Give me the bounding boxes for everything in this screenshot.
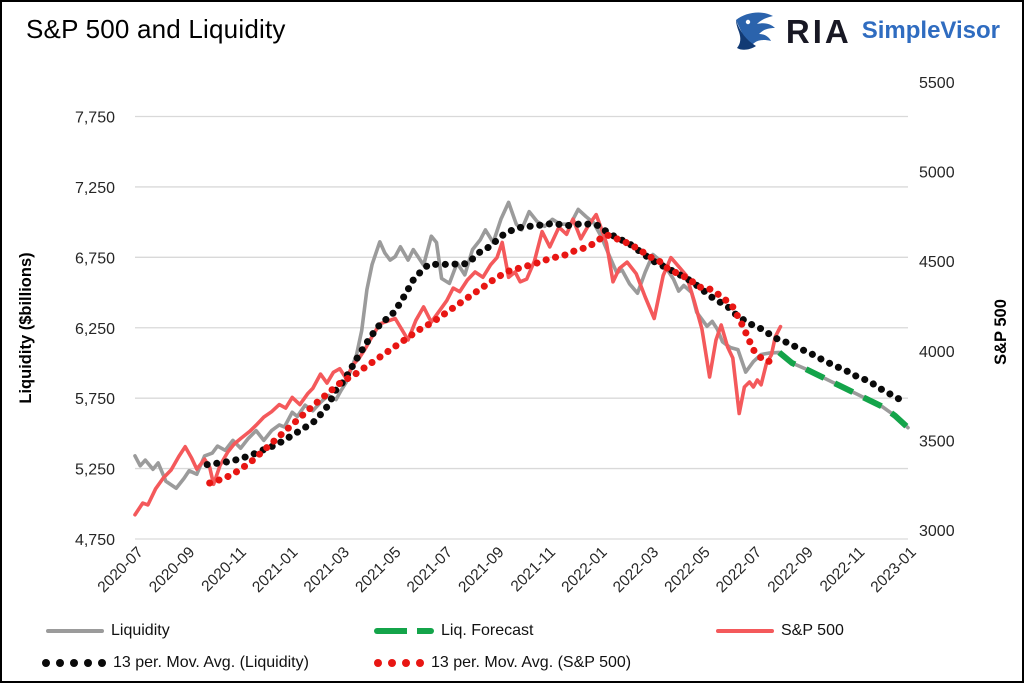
x-tick-label: 2021-09 [455,544,507,596]
x-tick-label: 2020-11 [198,544,249,595]
logo-product-text: SimpleVisor [861,17,1000,44]
legend-dot [98,659,106,667]
series-13-per-mov-avg-s-p-500 [206,231,775,487]
y-left-tick-label: 7,750 [75,110,115,127]
legend-label-liquidity: Liquidity [111,622,170,639]
y-right-tick-label: 5000 [919,165,955,182]
legend-label-ma-liquidity: 13 per. Mov. Avg. (Liquidity) [113,654,309,671]
forecast-dash-swatch [374,628,434,634]
y-right-tick-label: 4500 [919,254,955,271]
legend-item-sp500: S&P 500 [716,618,844,644]
legend-dot [70,659,78,667]
x-tick-label: 2020-09 [146,544,198,596]
y-right-tick-label: 4000 [919,344,955,361]
y-right-tick-label: 5500 [919,75,955,92]
logo-brand-text: RIA [785,12,852,50]
legend-item-ma-sp500: 13 per. Mov. Avg. (S&P 500) [374,650,631,676]
ma-sp500-dots-swatch [374,659,424,667]
x-tick-label: 2021-11 [508,544,559,595]
series-liquidity [133,200,910,491]
sp500-line-swatch [716,629,774,633]
x-tick-label: 2022-07 [713,544,765,596]
ria-simplevisor-logo: RIA SimpleVisor [732,10,1000,52]
right-axis-title: S&P 500 [992,299,1010,365]
series-s-p-500 [133,212,783,517]
series-13-per-mov-avg-liquidity [203,220,909,469]
ma-liquidity-dots-swatch [42,659,106,667]
x-tick-label: 2021-05 [352,544,404,596]
legend-item-ma-liquidity: 13 per. Mov. Avg. (Liquidity) [42,650,309,676]
legend-label-sp500: S&P 500 [781,622,844,639]
y-right-tick-label: 3500 [919,433,955,450]
legend-label-ma-sp500: 13 per. Mov. Avg. (S&P 500) [431,654,632,671]
legend-dot [56,659,64,667]
y-left-tick-label: 5,250 [75,462,115,479]
legend-row-1: Liquidity Liq. Forecast S&P 500 [2,618,1022,644]
legend-dot [388,659,396,667]
y-left-tick-label: 5,750 [75,391,115,408]
x-tick-label: 2020-07 [95,544,147,596]
liquidity-line-swatch [46,629,104,633]
ria-eagle-icon [732,10,780,52]
x-tick-label: 2022-05 [661,544,713,596]
left-axis-title: Liquidity ($billions) [17,252,35,403]
chart-title: S&P 500 and Liquidity [26,14,286,44]
y-left-tick-label: 7,250 [75,180,115,197]
x-tick-label: 2022-03 [610,544,662,596]
x-tick-label: 2023-01 [868,544,920,596]
legend-row-2: 13 per. Mov. Avg. (Liquidity) 13 per. Mo… [2,650,1022,676]
legend-dot [402,659,410,667]
legend-dot [416,659,424,667]
x-tick-label: 2021-03 [301,544,353,596]
x-tick-label: 2021-07 [404,544,456,596]
y-right-tick-label: 3000 [919,523,955,540]
series-liq-forecast [777,350,911,430]
x-tick-label: 2021-01 [249,544,301,596]
legend-item-liq-forecast: Liq. Forecast [374,618,533,644]
y-left-tick-label: 6,250 [75,321,115,338]
legend-item-liquidity: Liquidity [46,618,170,644]
y-left-tick-label: 4,750 [75,532,115,549]
legend-label-liq-forecast: Liq. Forecast [441,622,534,639]
x-tick-label: 2022-01 [558,544,610,596]
legend-dot [42,659,50,667]
y-left-tick-label: 6,750 [75,250,115,267]
legend-dot [84,659,92,667]
x-tick-label: 2022-09 [765,544,817,596]
x-tick-label: 2022-11 [817,544,868,595]
legend-dot [374,659,382,667]
